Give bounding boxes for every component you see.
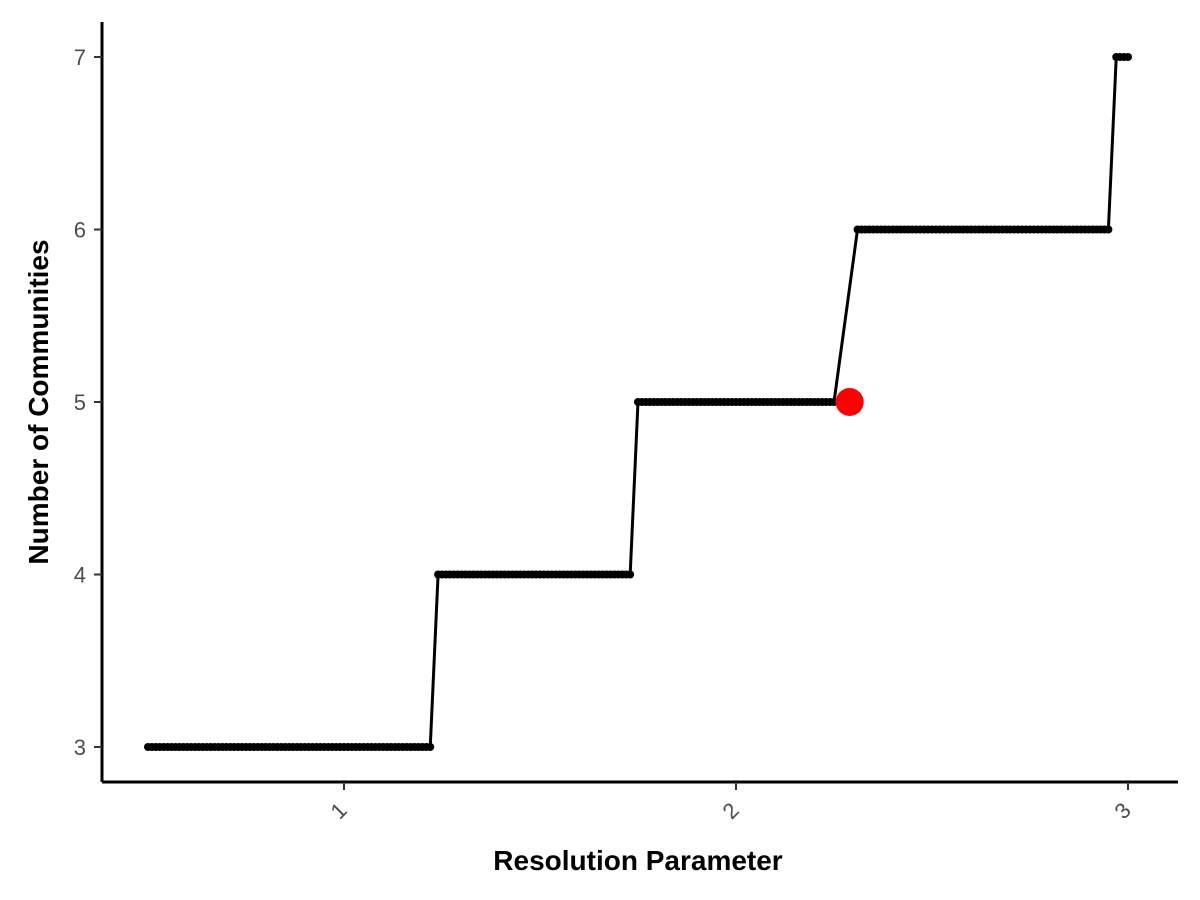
y-tick-label: 7 [74,45,86,70]
highlighted-point [835,388,864,416]
y-axis-title: Number of Communities [23,239,54,564]
data-point [626,570,635,579]
data-point [1104,225,1113,234]
x-tick-label: 1 [326,798,352,824]
y-tick-label: 3 [74,735,86,760]
y-tick-label: 6 [74,218,86,243]
plot-area [144,53,1132,751]
data-point [426,743,435,751]
x-axis-title: Resolution Parameter [493,845,783,876]
data-point [1124,53,1132,61]
axis-ticks: 3 4 5 6 7 1 2 3 [74,45,1136,824]
y-tick-label: 4 [74,563,86,588]
x-tick-label: 2 [718,798,744,824]
x-tick-label: 3 [1110,798,1136,824]
y-tick-label: 5 [74,390,86,415]
